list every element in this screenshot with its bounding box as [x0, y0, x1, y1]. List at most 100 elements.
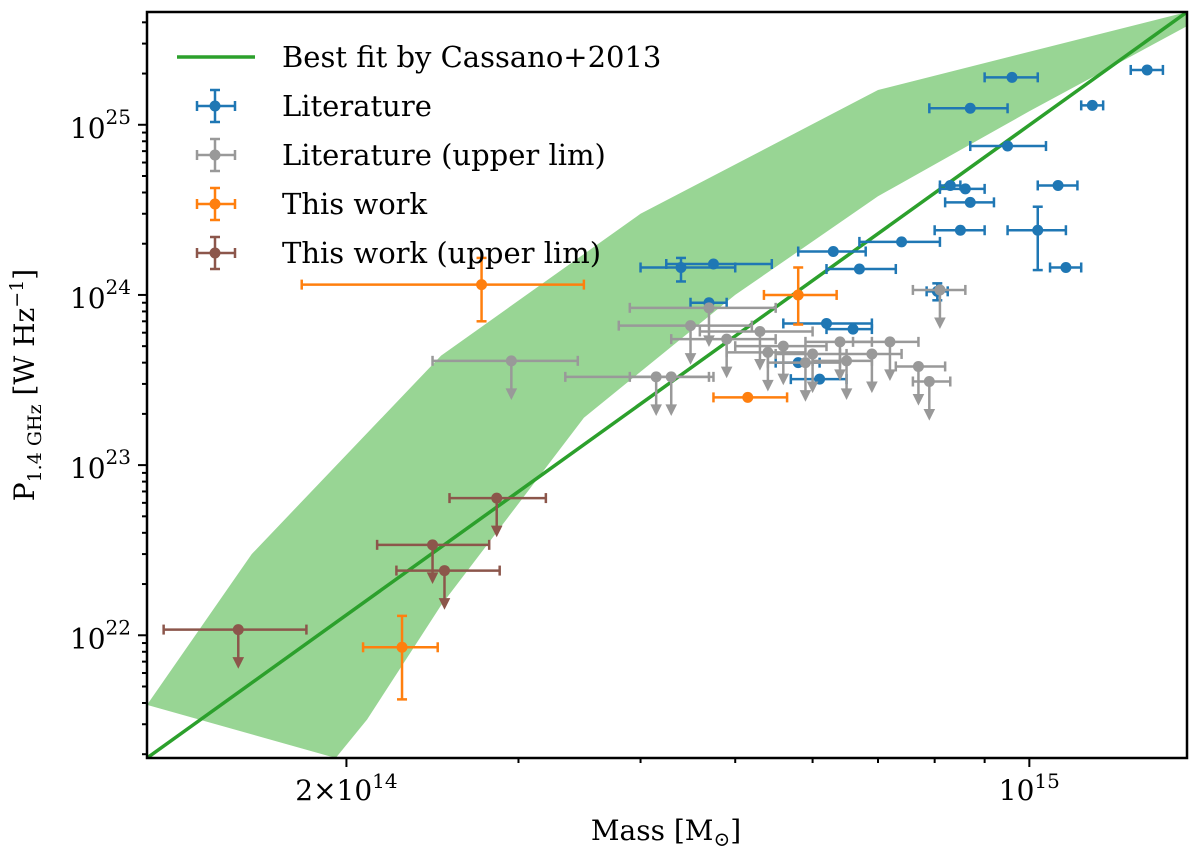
- x-axis-label: Mass [M⊙]: [591, 814, 741, 851]
- upper-limit-arrowhead: [834, 369, 846, 381]
- data-point: [796, 246, 867, 258]
- point-marker: [1006, 71, 1018, 83]
- point-marker: [807, 348, 819, 360]
- upper-limit-arrowhead: [799, 390, 812, 402]
- point-marker: [853, 263, 865, 275]
- data-point: [725, 346, 807, 392]
- upper-limit-arrowhead: [438, 598, 451, 610]
- point-marker: [476, 279, 488, 291]
- point-marker: [396, 641, 408, 653]
- point-marker: [742, 391, 754, 403]
- point-marker: [954, 224, 966, 236]
- point-marker: [827, 246, 839, 258]
- point-marker: [934, 284, 946, 296]
- point-marker: [1141, 64, 1153, 76]
- data-point: [938, 183, 986, 195]
- point-marker: [964, 102, 976, 114]
- data-point: [448, 492, 548, 538]
- point-marker: [777, 340, 789, 352]
- data-point: [911, 375, 952, 421]
- point-marker: [1052, 179, 1064, 191]
- legend: Best fit by Cassano+2013 Literature Litera…: [177, 40, 661, 271]
- series-literature-upper-lim: [431, 284, 967, 421]
- legend-label: This work: [282, 187, 428, 221]
- upper-limit-arrowhead: [665, 404, 678, 416]
- data-point: [617, 320, 754, 365]
- data-point: [1036, 179, 1079, 191]
- point-marker: [964, 196, 976, 208]
- data-point: [943, 196, 996, 208]
- point-marker: [866, 348, 878, 360]
- upper-limit-arrowhead: [490, 525, 503, 538]
- data-point: [1048, 261, 1083, 273]
- upper-limit-arrowhead: [840, 388, 853, 400]
- point-marker: [721, 333, 733, 345]
- y-axis-label: P1.4 GHz [W Hz−1]: [6, 269, 46, 502]
- data-point: [639, 256, 737, 283]
- upper-limit-arrowhead: [912, 393, 925, 406]
- data-point: [361, 614, 439, 701]
- series-this-work-upper-lim: [162, 492, 548, 669]
- point-marker: [762, 346, 774, 358]
- legend-entry: Literature: [195, 88, 432, 124]
- upper-limit-arrowhead: [720, 366, 733, 379]
- data-point: [395, 565, 501, 610]
- point-marker: [707, 258, 719, 270]
- point-marker: [896, 236, 908, 248]
- data-point: [1129, 64, 1165, 76]
- data-point: [766, 357, 842, 402]
- data-point: [375, 539, 491, 584]
- upper-limit-arrowhead: [777, 373, 790, 386]
- point-marker: [959, 183, 971, 195]
- upper-limit-arrowhead: [232, 657, 245, 669]
- y-tick-label: 1024: [70, 275, 131, 315]
- data-point: [911, 284, 967, 330]
- series-this-work: [300, 256, 838, 701]
- point-marker: [491, 492, 503, 504]
- legend-marker: [209, 100, 221, 112]
- point-marker: [1086, 99, 1098, 111]
- data-point: [858, 236, 942, 248]
- data-point: [762, 266, 838, 326]
- upper-limit-arrowhead: [884, 369, 896, 381]
- plot-frame: [145, 10, 1189, 760]
- data-point: [968, 140, 1048, 152]
- y-tick-label: 1022: [70, 615, 131, 655]
- point-marker: [427, 539, 439, 551]
- point-marker: [438, 565, 450, 577]
- point-marker: [703, 302, 715, 314]
- point-marker: [821, 317, 833, 329]
- data-point: [628, 371, 711, 416]
- data-point: [712, 391, 789, 403]
- upper-limit-arrowhead: [426, 572, 439, 584]
- data-point: [431, 355, 580, 400]
- data-point: [851, 336, 920, 381]
- legend-marker: [209, 247, 221, 259]
- point-marker: [665, 371, 677, 383]
- point-marker: [841, 355, 853, 367]
- upper-limit-arrowhead: [684, 353, 697, 365]
- fit-line: [147, 12, 1187, 758]
- legend-entry: This work: [195, 186, 428, 222]
- legend-entry: Literature (upper lim): [195, 137, 606, 173]
- legend-entry: Best fit by Cassano+2013: [177, 40, 661, 74]
- upper-limit-arrowhead: [505, 388, 518, 400]
- data-points-layer: [162, 64, 1165, 701]
- point-marker: [792, 289, 804, 301]
- upper-limit-arrowhead: [754, 358, 766, 371]
- data-point: [665, 258, 774, 270]
- upper-limit-arrowhead: [806, 381, 819, 394]
- point-marker: [884, 336, 896, 348]
- data-point: [933, 224, 986, 236]
- upper-limit-arrowhead: [703, 335, 715, 347]
- data-point: [983, 71, 1039, 83]
- point-marker: [505, 355, 517, 367]
- x-tick-label: 2×1014: [295, 769, 397, 807]
- legend-marker: [209, 198, 221, 210]
- y-tick-label: 1025: [70, 105, 131, 145]
- legend-label: This work (upper lim): [282, 236, 601, 270]
- upper-limit-arrowhead: [934, 317, 946, 330]
- point-marker: [1060, 261, 1072, 273]
- legend-label: Literature (upper lim): [282, 138, 606, 172]
- upper-limit-arrowhead: [923, 408, 936, 421]
